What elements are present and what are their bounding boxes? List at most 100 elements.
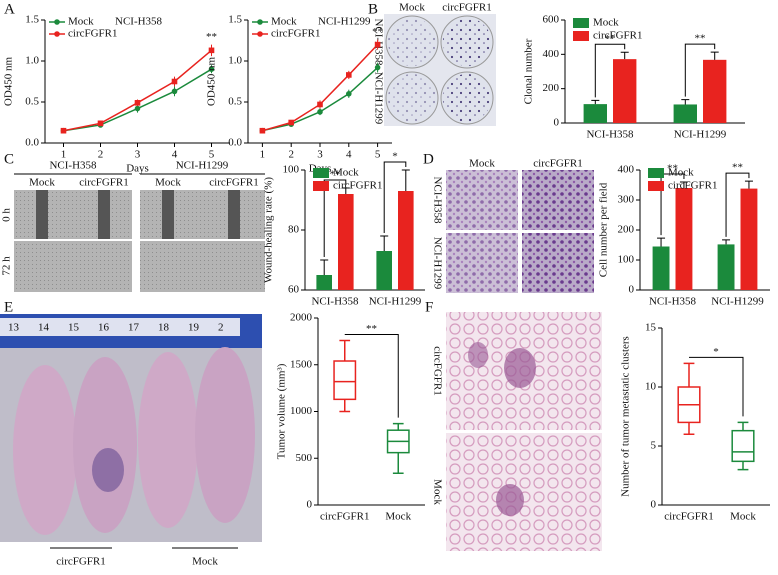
legend-label: Mock (68, 16, 94, 28)
y-axis-label: Number of tumor metastatic clusters (620, 336, 632, 497)
mice-photo: 13 14 15 16 17 18 19 2 circFGFR1 Mock (0, 314, 262, 568)
column-label: circFGFR1 (209, 177, 259, 189)
significance: ** (330, 169, 341, 181)
point (317, 109, 323, 115)
significance: * (392, 151, 398, 163)
row-label: NCI-H1299 (372, 72, 384, 125)
significance: ** (667, 163, 678, 175)
y-axis-label: Tumor volume (mm³) (276, 363, 288, 459)
point (374, 41, 381, 48)
y-tick-label: 600 (543, 14, 560, 26)
legend-label: Mock (333, 167, 359, 179)
y-tick-label: 1000 (290, 405, 313, 417)
y-tick-label: 200 (618, 224, 635, 236)
wound-gap (228, 190, 240, 240)
error-bar (380, 235, 389, 251)
significance-bracket (660, 173, 685, 236)
ruler-label: 14 (38, 322, 50, 334)
significance: ** (366, 323, 377, 335)
error-bar (341, 187, 350, 194)
x-tick-label: NCI-H1299 (711, 296, 764, 308)
panel-label: F (425, 299, 433, 315)
x-tick-label: 5 (375, 149, 381, 161)
ruler-label: 17 (128, 322, 140, 334)
photo (446, 433, 602, 551)
bar (717, 244, 735, 290)
y-axis-label: Cell number per field (598, 182, 610, 277)
bar (398, 191, 414, 290)
whisker (339, 339, 351, 362)
ruler-label: 15 (68, 322, 80, 334)
y-tick-label: 400 (618, 164, 635, 176)
group-label: Mock (192, 556, 218, 568)
y-tick-label: 300 (618, 194, 635, 206)
column-label: Mock (399, 2, 425, 14)
legend-label: Mock (593, 17, 619, 29)
legend-swatch (313, 181, 329, 191)
point (374, 64, 381, 71)
significance-bracket (594, 43, 626, 98)
x-tick-label: NCI-H358 (311, 296, 359, 308)
error-bar (320, 259, 329, 275)
y-tick-label: 5 (651, 440, 657, 452)
significance: ** (206, 31, 217, 43)
point (97, 120, 104, 127)
error-bar (679, 181, 688, 188)
bar (338, 194, 354, 290)
y-tick-label: 15 (645, 322, 657, 334)
x-tick-label: 1 (61, 149, 67, 161)
y-tick-label: 100 (283, 164, 300, 176)
y-tick-label: 0.0 (25, 137, 39, 149)
y-axis-label: Wound-healing rate (%) (263, 177, 275, 283)
group-label: NCI-H1299 (176, 160, 229, 172)
error-bar (620, 51, 629, 60)
y-tick-label: 0.5 (25, 96, 39, 108)
legend-swatch (573, 31, 589, 41)
y-tick-label: 200 (543, 82, 560, 94)
ruler-label: 13 (8, 322, 20, 334)
photo (446, 233, 518, 293)
row-label: Mock (431, 479, 443, 505)
panel-label: D (423, 151, 434, 167)
metastasis (468, 342, 488, 368)
x-tick-label: 1 (260, 149, 266, 161)
point (208, 47, 215, 54)
mouse (13, 365, 77, 535)
series-line (63, 49, 212, 132)
x-tick-label: NCI-H358 (649, 296, 697, 308)
error-bar (657, 237, 666, 247)
y-tick-label: 0 (651, 499, 657, 511)
x-tick-label: 5 (209, 149, 215, 161)
wound-photo: NCI-H358 NCI-H1299 Mock circFGFR1 Mock c… (1, 160, 265, 292)
significance-bracket (725, 172, 750, 237)
whisker (737, 421, 749, 431)
y-tick-label: 1.5 (25, 14, 39, 26)
y-axis-label: OD450 nm (206, 56, 218, 106)
mouse (73, 357, 137, 533)
legend-marker (54, 19, 60, 25)
point (171, 78, 178, 85)
y-tick-label: 500 (296, 452, 313, 464)
x-tick-label: NCI-H358 (586, 129, 634, 141)
x-tick-label: NCI-H1299 (674, 129, 727, 141)
ruler-label: 16 (98, 322, 110, 334)
panel-labels: A B C D E F (4, 1, 434, 315)
bar (613, 59, 637, 123)
lung-photo: circFGFR1 Mock (431, 312, 602, 551)
whisker (683, 422, 695, 435)
legend-marker (257, 19, 263, 25)
legend-label: circFGFR1 (593, 30, 643, 42)
dish-colonies (388, 18, 436, 66)
x-tick-label: 3 (317, 149, 323, 161)
legend-swatch (648, 168, 664, 178)
x-tick-label: 3 (135, 149, 141, 161)
x-axis-label: Days (126, 163, 149, 175)
group-label: NCI-H358 (49, 160, 97, 172)
panel-label: E (4, 299, 13, 315)
wound-gap (36, 190, 48, 240)
x-tick-label: 4 (172, 149, 178, 161)
legend-label: Mock (668, 167, 694, 179)
box (333, 360, 357, 401)
point (134, 100, 141, 106)
